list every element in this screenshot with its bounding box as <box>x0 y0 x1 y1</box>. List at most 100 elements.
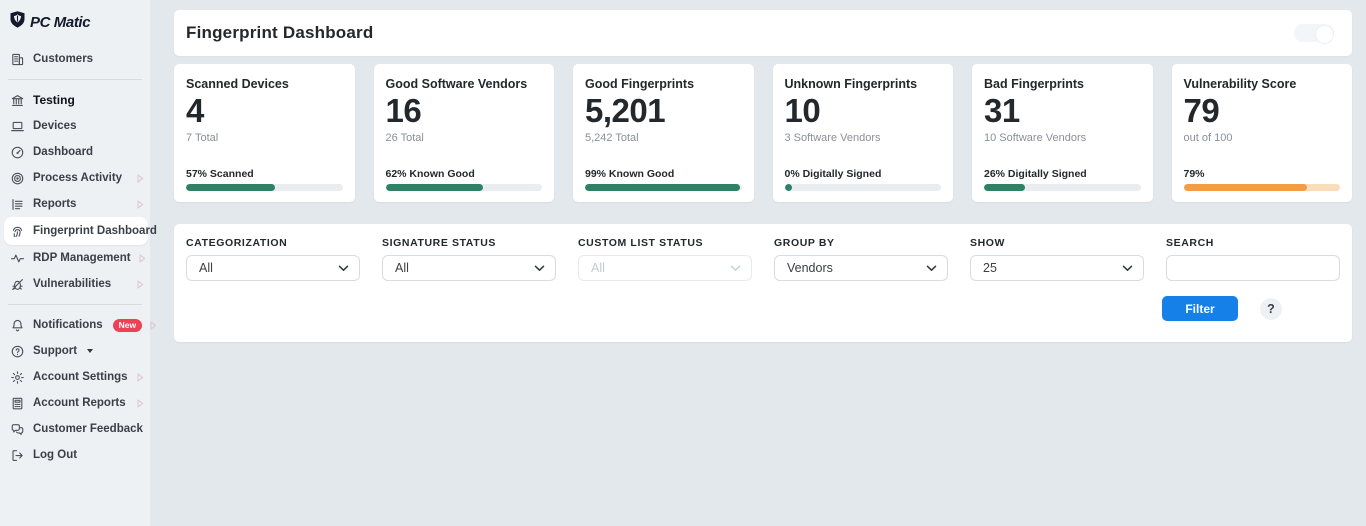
progress-track <box>1183 184 1340 191</box>
bell-icon <box>10 318 25 333</box>
page-header: Fingerprint Dashboard <box>174 10 1352 56</box>
progress-fill <box>1183 184 1308 191</box>
card-title: Scanned Devices <box>186 77 289 91</box>
card-subtitle: 5,242 Total <box>585 131 639 144</box>
sidebar-item-log-out[interactable]: Log Out <box>0 442 150 468</box>
card-progress: 99% Known Good <box>585 168 742 191</box>
sidebar-item-label: Devices <box>33 120 77 132</box>
progress-fill <box>385 184 483 191</box>
sidebar-item-label: Reports <box>33 198 77 210</box>
group-by-select[interactable]: Vendors <box>774 255 948 281</box>
sidebar-item-label: Process Activity <box>33 172 123 184</box>
main-content: Fingerprint Dashboard Scanned Devices 4 7 … <box>150 0 1366 526</box>
sidebar-item-testing[interactable]: Testing <box>0 87 150 113</box>
progress-fill <box>784 184 792 191</box>
card-title: Vulnerability Score <box>1183 77 1297 91</box>
feedback-chat-icon <box>10 422 25 437</box>
card-title: Unknown Fingerprints <box>784 77 918 91</box>
filter-field-show: SHOW 25 <box>970 237 1144 281</box>
progress-label: 62% Known Good <box>385 168 475 180</box>
stat-card-scanned-devices: Scanned Devices 4 7 Total 57% Scanned <box>174 64 355 202</box>
sidebar-item-label: Account Reports <box>33 397 126 409</box>
sidebar-item-label: Customer Feedback <box>33 423 143 435</box>
sidebar-item-vulnerabilities[interactable]: Vulnerabilities <box>0 271 150 297</box>
chevron-right-icon <box>137 279 144 289</box>
card-progress: 26% Digitally Signed <box>984 168 1141 191</box>
support-question-icon <box>10 344 25 359</box>
card-progress: 57% Scanned <box>186 168 343 191</box>
filter-field-label: SEARCH <box>1166 237 1214 249</box>
progress-track <box>385 184 542 191</box>
card-value: 79 <box>1183 92 1220 129</box>
progress-track <box>784 184 941 191</box>
brand-name: PC Matic <box>30 13 91 31</box>
stat-card-good-software-vendors: Good Software Vendors 16 26 Total 62% Known… <box>373 64 554 202</box>
progress-label: 57% Scanned <box>186 168 254 180</box>
devices-laptop-icon <box>10 119 25 134</box>
sidebar-item-devices[interactable]: Devices <box>0 113 150 139</box>
sidebar-item-fingerprint-dashboard[interactable]: Fingerprint Dashboard <box>4 217 157 245</box>
progress-fill <box>984 184 1025 191</box>
filter-actions: Filter ? <box>186 296 1340 321</box>
customers-building-icon <box>10 52 25 67</box>
card-subtitle: 3 Software Vendors <box>784 131 881 144</box>
progress-label: 26% Digitally Signed <box>984 168 1087 180</box>
select-value: All <box>199 261 213 275</box>
stat-card-unknown-fingerprints: Unknown Fingerprints 10 3 Software Vendors… <box>772 64 953 202</box>
filter-field-label: GROUP BY <box>774 237 835 249</box>
card-title: Good Fingerprints <box>585 77 695 91</box>
card-value: 4 <box>186 92 204 129</box>
new-badge: New <box>112 318 143 332</box>
sidebar-item-account-settings[interactable]: Account Settings <box>0 364 150 390</box>
progress-track <box>186 184 343 191</box>
chevron-right-icon <box>137 199 144 209</box>
sidebar-item-reports[interactable]: Reports <box>0 191 150 217</box>
filter-field-label: CUSTOM LIST STATUS <box>578 237 704 249</box>
caret-down-icon <box>87 349 94 353</box>
help-button[interactable]: ? <box>1260 297 1282 320</box>
chevron-down-icon <box>534 265 545 272</box>
card-progress: 62% Known Good <box>385 168 542 191</box>
card-title: Bad Fingerprints <box>984 77 1085 91</box>
select-value: All <box>395 261 409 275</box>
chevron-right-icon <box>139 253 146 263</box>
card-progress: 0% Digitally Signed <box>784 168 941 191</box>
sidebar-item-label: Account Settings <box>33 371 128 383</box>
select-value: 25 <box>983 261 997 275</box>
sidebar-item-label: Testing <box>33 93 75 107</box>
sidebar-item-notifications[interactable]: Notifications New <box>0 312 157 338</box>
sidebar-item-customers[interactable]: Customers <box>0 46 150 72</box>
sidebar-item-rdp-management[interactable]: RDP Management <box>0 245 150 271</box>
card-value: 5,201 <box>585 92 666 129</box>
search-input[interactable] <box>1166 255 1340 281</box>
chevron-right-icon <box>137 372 144 382</box>
sidebar-item-label: Support <box>33 345 78 357</box>
filter-field-label: SHOW <box>970 237 1006 249</box>
chevron-down-icon <box>730 265 741 272</box>
chevron-down-icon <box>1122 265 1133 272</box>
filter-button[interactable]: Filter <box>1162 296 1238 321</box>
signature-status-select[interactable]: All <box>382 255 556 281</box>
filter-field-signature-status: SIGNATURE STATUS All <box>382 237 556 281</box>
gear-icon <box>10 370 25 385</box>
sidebar: PC Matic Customers Testing Devices Dashboar… <box>0 0 157 526</box>
organization-icon <box>10 93 25 108</box>
sidebar-item-label: RDP Management <box>33 252 131 264</box>
progress-track <box>984 184 1141 191</box>
sidebar-item-customer-feedback[interactable]: Customer Feedback <box>0 416 150 442</box>
sidebar-item-account-reports[interactable]: Account Reports <box>0 390 150 416</box>
vulnerabilities-icon <box>10 277 25 292</box>
categorization-select[interactable]: All <box>186 255 360 281</box>
sidebar-item-dashboard[interactable]: Dashboard <box>0 139 150 165</box>
theme-toggle-switch[interactable] <box>1294 24 1334 44</box>
filter-panel: CATEGORIZATION All SIGNATURE STATUS All CUST… <box>174 224 1352 342</box>
filter-field-group-by: GROUP BY Vendors <box>774 237 948 281</box>
sidebar-item-label: Dashboard <box>33 146 94 158</box>
card-value: 10 <box>784 92 821 129</box>
sidebar-item-process-activity[interactable]: Process Activity <box>0 165 150 191</box>
sidebar-item-label: Customers <box>33 53 94 65</box>
card-title: Good Software Vendors <box>385 77 528 91</box>
show-select[interactable]: 25 <box>970 255 1144 281</box>
sidebar-item-support[interactable]: Support <box>0 338 150 364</box>
card-progress: 79% <box>1183 168 1340 191</box>
